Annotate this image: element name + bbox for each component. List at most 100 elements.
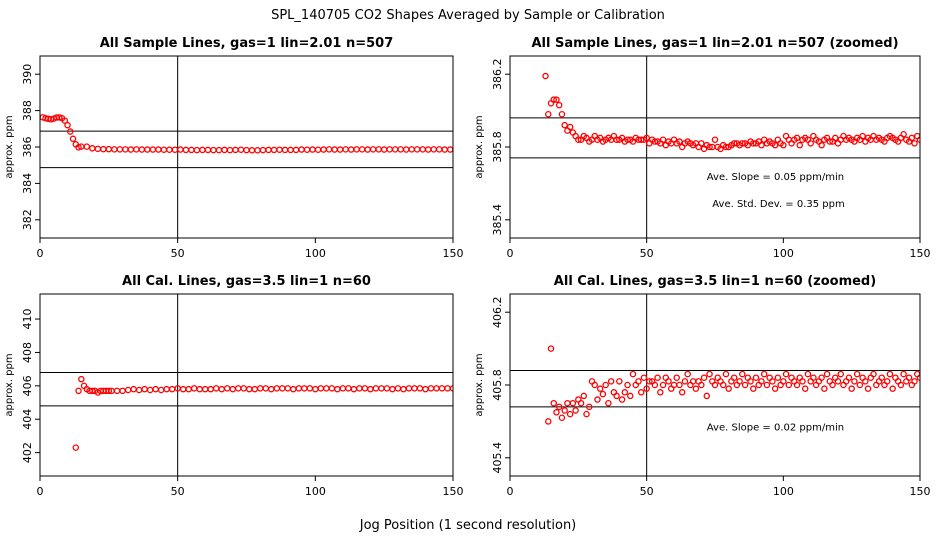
data-point — [558, 110, 566, 118]
data-point — [719, 381, 727, 389]
data-point — [916, 374, 920, 381]
data-point — [613, 392, 620, 400]
data-point — [739, 370, 746, 378]
data-point — [618, 396, 626, 403]
data-point — [698, 381, 705, 389]
data-point — [889, 385, 896, 392]
y-tick-label: 386.2 — [491, 58, 504, 90]
data-point — [651, 138, 659, 145]
data-point — [853, 370, 861, 378]
x-tick-label: 50 — [171, 485, 185, 498]
data-point — [676, 138, 683, 145]
data-point — [799, 378, 806, 385]
data-point — [747, 378, 754, 385]
x-tick-label: 100 — [305, 485, 326, 498]
data-point — [823, 370, 831, 378]
data-point — [605, 399, 612, 407]
data-point — [67, 128, 74, 135]
panels-group: All Sample Lines, gas=1 lin=2.01 n=507 ap… — [4, 36, 931, 498]
data-point — [637, 136, 645, 143]
data-point — [643, 134, 650, 142]
y-tick-label: 405.4 — [491, 442, 504, 474]
y-tick-label: 385.8 — [491, 131, 504, 163]
data-point — [771, 385, 779, 392]
y-tick-label: 385.4 — [491, 204, 504, 236]
data-point — [804, 370, 812, 378]
data-point — [651, 381, 659, 389]
y-tick-label: 386 — [21, 137, 34, 158]
data-point — [821, 385, 828, 392]
data-point — [829, 381, 836, 389]
data-point — [870, 370, 877, 378]
y-tick-label: 382 — [21, 209, 34, 230]
data-point — [700, 374, 708, 381]
x-tick-label: 50 — [640, 247, 654, 260]
data-point — [760, 370, 768, 378]
data-point — [75, 387, 82, 395]
data-point — [105, 387, 113, 395]
data-point — [706, 143, 713, 151]
data-point — [673, 374, 680, 381]
y-tick-label: 405.8 — [491, 369, 504, 401]
data-point — [722, 370, 730, 378]
x-tick-label: 100 — [305, 247, 326, 260]
data-point — [555, 403, 563, 411]
data-series — [545, 345, 920, 425]
data-point — [681, 378, 689, 385]
data-point — [75, 144, 82, 151]
data-point — [78, 375, 85, 383]
data-point — [818, 141, 825, 149]
data-point — [627, 392, 634, 400]
data-point — [553, 409, 560, 416]
chart-title: All Cal. Lines, gas=3.5 lin=1 n=60 (zoom… — [554, 274, 876, 289]
data-point — [676, 381, 683, 389]
x-tick-label: 50 — [171, 247, 185, 260]
data-point — [640, 374, 648, 381]
data-point — [586, 403, 593, 411]
data-point — [646, 378, 653, 385]
data-point — [599, 390, 607, 398]
y-axis-label: approx. ppm — [4, 115, 15, 178]
data-point — [793, 381, 801, 389]
x-tick-label: 150 — [910, 247, 931, 260]
data-point — [711, 381, 719, 389]
data-series — [72, 375, 453, 451]
data-series — [542, 72, 920, 153]
data-point — [83, 143, 91, 150]
data-point — [659, 381, 667, 389]
data-point — [908, 134, 916, 142]
y-tick-label: 408 — [21, 342, 34, 363]
y-axis-label: approx. ppm — [4, 353, 15, 416]
data-point — [780, 141, 787, 149]
data-point — [900, 131, 907, 138]
data-point — [553, 96, 560, 103]
data-point — [545, 418, 552, 425]
data-point — [780, 378, 787, 385]
annotation-text: Ave. Slope = 0.02 ppm/min — [707, 423, 844, 434]
data-point — [711, 136, 719, 143]
chart-title: All Cal. Lines, gas=3.5 lin=1 n=60 — [122, 274, 371, 289]
chart-title: All Sample Lines, gas=1 lin=2.01 n=507 — [100, 36, 394, 51]
data-point — [883, 378, 891, 385]
annotation-text: Ave. Std. Dev. = 0.35 ppm — [712, 199, 844, 210]
chart-title: All Sample Lines, gas=1 lin=2.01 n=507 (… — [531, 36, 898, 51]
data-point — [637, 389, 645, 396]
data-point — [566, 410, 574, 418]
data-point — [774, 374, 782, 381]
y-tick-label: 390 — [21, 64, 34, 85]
data-point — [750, 140, 757, 147]
data-point — [706, 370, 713, 378]
data-point — [624, 381, 631, 389]
data-point — [545, 110, 552, 118]
data-point — [613, 136, 620, 143]
data-point — [561, 121, 568, 129]
data-point — [826, 138, 834, 145]
data-point — [665, 378, 672, 385]
x-tick-label: 150 — [443, 485, 464, 498]
data-point — [64, 121, 71, 129]
data-point — [810, 374, 817, 381]
plot-frame — [39, 293, 454, 477]
data-point — [897, 381, 905, 389]
y-axis-label: approx. ppm — [474, 353, 485, 416]
